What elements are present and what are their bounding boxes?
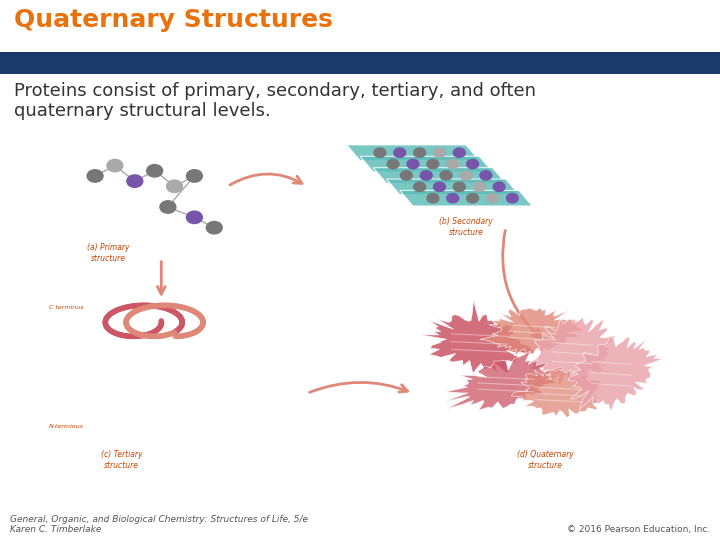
Polygon shape bbox=[523, 318, 616, 387]
Circle shape bbox=[87, 170, 103, 182]
Circle shape bbox=[420, 171, 432, 180]
Circle shape bbox=[440, 171, 452, 180]
Polygon shape bbox=[511, 367, 601, 417]
Text: (a) Primary
structure: (a) Primary structure bbox=[87, 243, 130, 262]
Polygon shape bbox=[373, 167, 505, 183]
Circle shape bbox=[427, 193, 438, 203]
Circle shape bbox=[460, 171, 472, 180]
Circle shape bbox=[414, 182, 426, 192]
Polygon shape bbox=[347, 145, 480, 160]
Text: quaternary structural levels.: quaternary structural levels. bbox=[14, 102, 271, 120]
Polygon shape bbox=[420, 300, 535, 373]
Bar bbox=[0, 52, 720, 74]
Circle shape bbox=[127, 175, 143, 187]
Circle shape bbox=[506, 193, 518, 203]
Text: (d) Quaternary
structure: (d) Quaternary structure bbox=[517, 450, 574, 470]
Polygon shape bbox=[568, 336, 663, 411]
Circle shape bbox=[160, 201, 176, 213]
Circle shape bbox=[447, 159, 459, 168]
Circle shape bbox=[374, 148, 386, 157]
Polygon shape bbox=[444, 351, 562, 410]
Circle shape bbox=[487, 193, 498, 203]
Text: N-terminus: N-terminus bbox=[49, 424, 84, 429]
Circle shape bbox=[454, 148, 465, 157]
Circle shape bbox=[433, 182, 446, 192]
Circle shape bbox=[473, 182, 485, 192]
Circle shape bbox=[433, 148, 446, 157]
Polygon shape bbox=[480, 308, 584, 356]
Circle shape bbox=[467, 193, 479, 203]
Text: © 2016 Pearson Education, Inc.: © 2016 Pearson Education, Inc. bbox=[567, 525, 710, 534]
Circle shape bbox=[387, 159, 399, 168]
Circle shape bbox=[467, 159, 479, 168]
Polygon shape bbox=[360, 156, 492, 172]
Circle shape bbox=[400, 171, 413, 180]
Circle shape bbox=[186, 170, 202, 182]
Circle shape bbox=[414, 148, 426, 157]
Circle shape bbox=[447, 193, 459, 203]
Circle shape bbox=[186, 211, 202, 224]
Text: (b) Secondary
structure: (b) Secondary structure bbox=[439, 217, 493, 237]
Circle shape bbox=[166, 180, 182, 192]
Text: (c) Tertiary
structure: (c) Tertiary structure bbox=[101, 450, 143, 470]
Circle shape bbox=[427, 159, 438, 168]
Circle shape bbox=[394, 148, 405, 157]
Text: Quaternary Structures: Quaternary Structures bbox=[14, 8, 333, 32]
Text: General, Organic, and Biological Chemistry: Structures of Life, 5/e
Karen C. Tim: General, Organic, and Biological Chemist… bbox=[10, 515, 308, 534]
Polygon shape bbox=[387, 179, 519, 194]
Circle shape bbox=[454, 182, 465, 192]
Polygon shape bbox=[400, 191, 532, 206]
Circle shape bbox=[480, 171, 492, 180]
Circle shape bbox=[493, 182, 505, 192]
Circle shape bbox=[207, 221, 222, 234]
Text: Proteins consist of primary, secondary, tertiary, and often: Proteins consist of primary, secondary, … bbox=[14, 82, 536, 100]
Text: C terminus: C terminus bbox=[49, 305, 84, 310]
Circle shape bbox=[107, 159, 123, 172]
Circle shape bbox=[147, 165, 163, 177]
Circle shape bbox=[407, 159, 419, 168]
